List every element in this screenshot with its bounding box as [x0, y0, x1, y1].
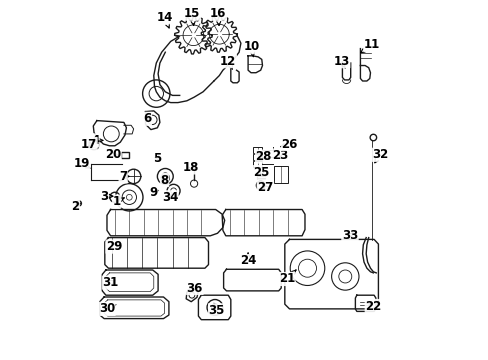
Text: 35: 35	[208, 303, 224, 317]
Text: 34: 34	[162, 191, 178, 204]
Text: 12: 12	[220, 55, 236, 69]
Text: 10: 10	[243, 40, 259, 57]
Text: 26: 26	[280, 138, 297, 150]
Text: 20: 20	[105, 148, 121, 161]
Bar	[253, 147, 262, 153]
Text: 16: 16	[210, 7, 226, 26]
Text: 25: 25	[253, 166, 269, 179]
Bar	[121, 152, 129, 158]
Text: 31: 31	[102, 276, 119, 289]
Text: 29: 29	[106, 240, 122, 253]
Text: 36: 36	[186, 282, 203, 294]
Bar	[253, 154, 262, 160]
Text: 17: 17	[81, 138, 97, 150]
Bar	[253, 161, 262, 167]
Text: 11: 11	[360, 39, 380, 53]
Text: 21: 21	[278, 270, 296, 285]
Text: 8: 8	[160, 174, 168, 186]
Text: 4: 4	[91, 134, 103, 147]
Text: 23: 23	[272, 149, 288, 162]
Text: 15: 15	[184, 7, 200, 26]
Text: 27: 27	[257, 181, 273, 194]
Text: 5: 5	[153, 152, 161, 165]
Text: 13: 13	[333, 55, 349, 68]
Text: 1: 1	[112, 195, 124, 208]
Text: 7: 7	[119, 170, 129, 183]
Bar	[273, 166, 287, 183]
Text: 22: 22	[365, 300, 381, 312]
Text: 19: 19	[73, 157, 90, 170]
Text: 18: 18	[183, 161, 199, 174]
Text: 2: 2	[71, 201, 80, 213]
Text: 14: 14	[156, 11, 172, 28]
Text: 6: 6	[143, 112, 151, 125]
Text: 28: 28	[255, 150, 271, 163]
Text: 3: 3	[100, 190, 113, 203]
Text: 32: 32	[371, 148, 387, 163]
Text: 33: 33	[341, 229, 357, 242]
Text: 30: 30	[99, 302, 116, 315]
Text: 9: 9	[149, 186, 158, 199]
Text: 24: 24	[240, 253, 256, 267]
